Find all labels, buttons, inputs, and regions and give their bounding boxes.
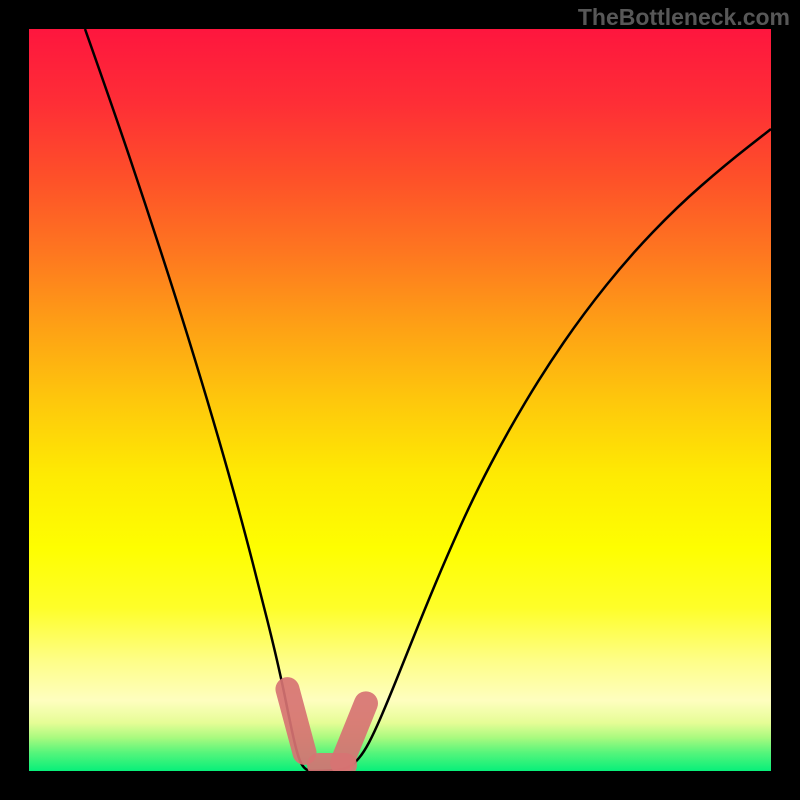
plot-background: [29, 29, 771, 771]
watermark-text: TheBottleneck.com: [578, 4, 790, 31]
plot-area: [29, 29, 771, 771]
chart-svg: [29, 29, 771, 771]
